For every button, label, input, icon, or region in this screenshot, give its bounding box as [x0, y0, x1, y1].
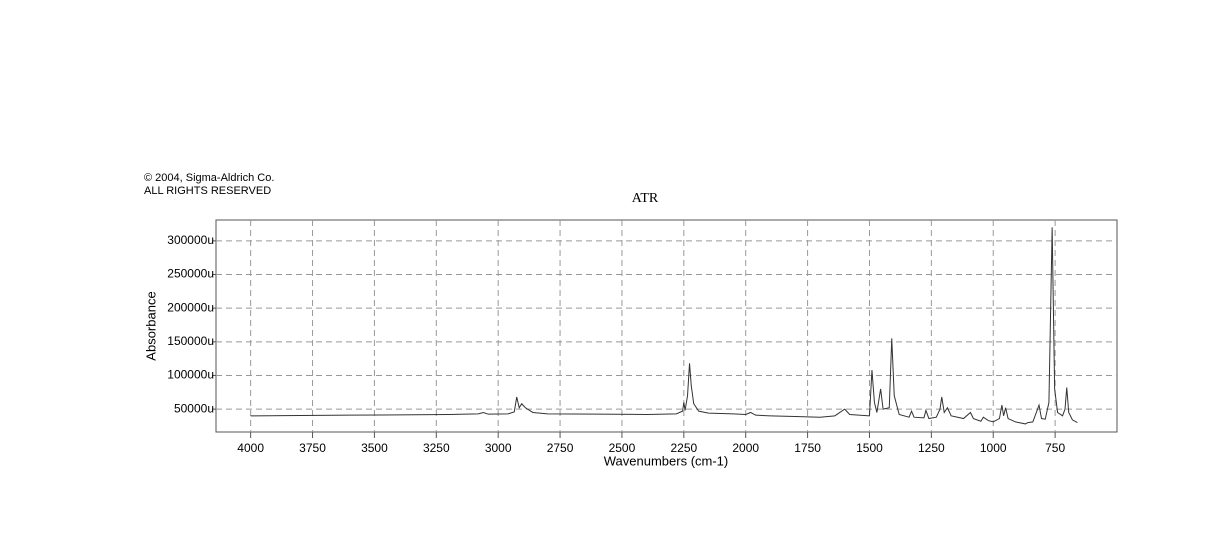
x-tick-label: 2750 [547, 441, 574, 455]
x-tick-label: 1750 [794, 441, 821, 455]
y-tick-label: 200000u [167, 300, 214, 314]
x-tick-label: 3250 [423, 441, 450, 455]
x-tick-label: 750 [1045, 441, 1065, 455]
spectrum-line [250, 227, 1078, 425]
x-tick-label: 1250 [918, 441, 945, 455]
x-tick-label: 1000 [980, 441, 1007, 455]
x-tick-label: 3750 [299, 441, 326, 455]
rights: ALL RIGHTS RESERVED [144, 185, 271, 197]
x-tick-label: 1500 [856, 441, 883, 455]
x-axis-label: Wavenumbers (cm-1) [604, 453, 728, 468]
x-tick-label: 3000 [485, 441, 512, 455]
y-tick-label: 250000u [167, 267, 214, 281]
x-tick-label: 2500 [609, 441, 636, 455]
x-tick-label: 2000 [732, 441, 759, 455]
y-tick-label: 50000u [174, 401, 214, 415]
copyright: © 2004, Sigma-Aldrich Co. [144, 172, 274, 184]
y-tick-label: 150000u [167, 334, 214, 348]
x-tick-label: 2250 [670, 441, 697, 455]
y-tick-label: 100000u [167, 368, 214, 382]
x-tick-label: 4000 [237, 441, 264, 455]
y-tick-label: 300000u [167, 233, 214, 247]
chart-title: ATR [632, 191, 659, 206]
y-axis-label: Absorbance [143, 291, 158, 360]
plot-frame [215, 219, 1118, 433]
x-tick-label: 3500 [361, 441, 388, 455]
